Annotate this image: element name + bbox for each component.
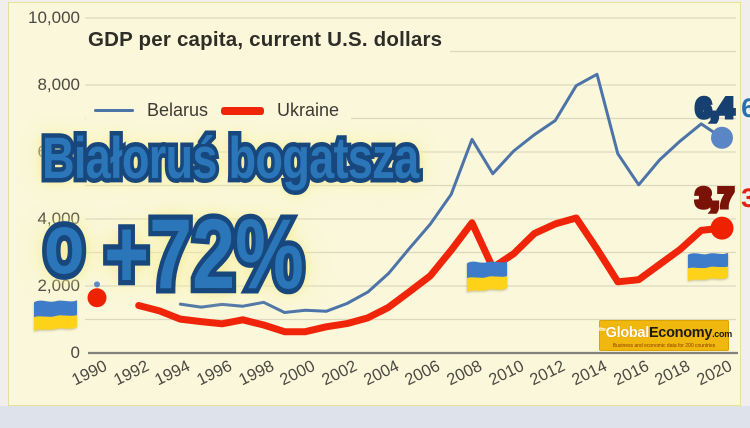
legend-label-belarus: Belarus	[147, 100, 209, 120]
chart-title: GDP per capita, current U.S. dollars	[84, 26, 451, 55]
brand-logo: theGlobalEconomy.com Business and econom…	[599, 320, 732, 351]
logo-brand-text: theGlobalEconomy.com	[599, 322, 732, 343]
ukraine-line-swatch	[221, 106, 265, 115]
legend-label-ukraine: Ukraine	[277, 100, 340, 120]
ukraine-flag-icon-left	[34, 300, 77, 331]
logo-brand-global: Global	[605, 324, 650, 341]
y-axis-label-4000: 4,000	[37, 209, 80, 228]
ukraine-end-value-outline: 3,7	[694, 182, 736, 214]
overlay-word-o-text: o	[44, 194, 85, 292]
overlay-word-o-outline: o	[39, 194, 88, 292]
belarus-end-value-label: 6,4 6,4	[694, 92, 750, 124]
ukraine-flag-icon-middle	[466, 261, 508, 292]
y-axis-label-8000: 8,000	[37, 75, 80, 94]
legend: Belarus Ukraine	[86, 94, 352, 127]
y-axis-label-0: 0	[70, 343, 80, 362]
overlay-caption-line1-text: Białoruś bogatsza	[42, 126, 419, 191]
y-axis-label-6000: 6,000	[37, 142, 80, 161]
ukraine-flag-icon-right	[687, 252, 729, 281]
belarus-end-value-text: 6,4	[741, 92, 750, 123]
overlay-word-o: o o	[39, 194, 88, 292]
belarus-end-value-outline: 6,4	[694, 92, 736, 124]
logo-tagline: Business and economic data for 200 count…	[612, 342, 716, 349]
overlay-percent-text: +72%	[104, 198, 304, 310]
ukraine-end-value-label: 3,7 3,7	[694, 182, 750, 214]
logo-brand-economy: Economy	[648, 324, 713, 341]
overlay-percent-outline: +72%	[100, 198, 308, 310]
y-axis-label-2000: 2,000	[37, 276, 80, 295]
overlay-caption-line1: Białoruś bogatsza Białoruś bogatsza	[38, 125, 422, 192]
overlay-caption-line1-outline: Białoruś bogatsza	[38, 125, 422, 192]
logo-brand-tld: .com	[712, 328, 732, 339]
overlay-percent: +72% +72%	[100, 198, 308, 310]
belarus-line-swatch	[94, 108, 134, 113]
bottom-strip	[0, 406, 750, 428]
logo-prefix: the	[599, 327, 606, 333]
y-axis-label-10000: 10,000	[28, 8, 80, 27]
ukraine-end-value-text: 3,7	[741, 183, 750, 214]
